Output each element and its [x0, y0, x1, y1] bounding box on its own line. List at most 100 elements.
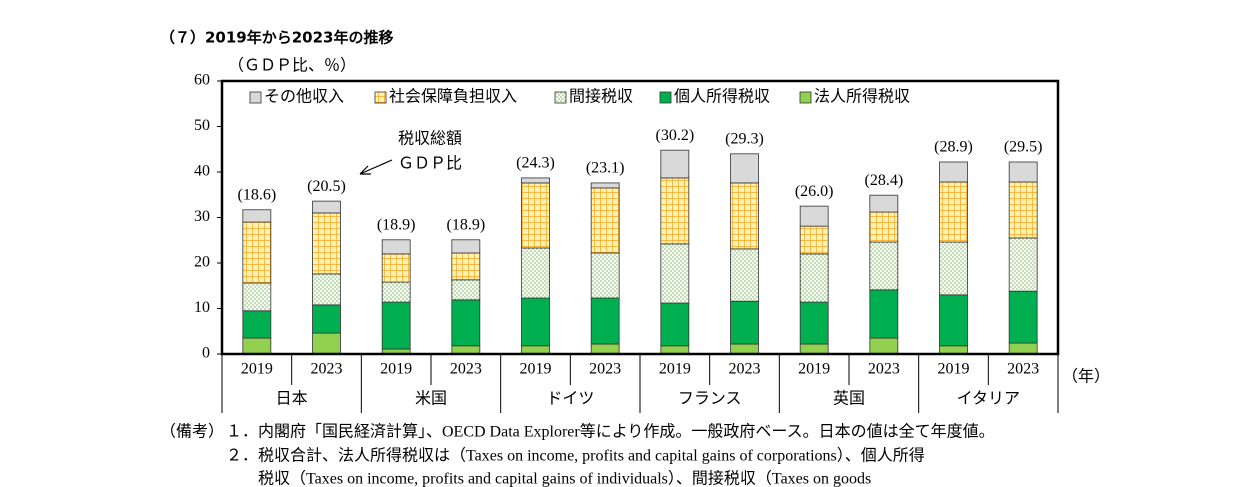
legend-label: 法人所得税収 — [814, 88, 910, 106]
bar-segment — [660, 149, 690, 179]
bar-segment — [730, 182, 759, 250]
legend-swatch — [554, 91, 567, 104]
chart-title: （７）2019年から2023年の推移 — [160, 29, 394, 47]
x-tick-label: 2023 — [868, 361, 900, 378]
bar-segment — [590, 252, 620, 299]
x-tick-label: 2023 — [1007, 361, 1039, 378]
total-label: (18.9) — [447, 216, 486, 233]
bar-segment — [730, 153, 759, 184]
bar-segment — [521, 247, 550, 299]
bar-segment — [521, 182, 550, 249]
bar-segment — [869, 211, 899, 243]
bar-segment — [381, 253, 411, 283]
note: （備考） — [160, 423, 224, 441]
bar-segment — [312, 273, 341, 306]
total-label: (29.5) — [1004, 139, 1043, 156]
group-label: ドイツ — [546, 391, 594, 408]
bar-segment — [451, 252, 481, 281]
bar-segment — [1008, 342, 1038, 355]
annotation: ＧＤＰ比 — [398, 155, 462, 173]
bar-segment — [730, 300, 759, 345]
bar-segment — [869, 241, 899, 291]
total-label: (18.6) — [238, 186, 277, 203]
x-tick-label: 2019 — [659, 361, 691, 378]
plot-frame — [220, 79, 1060, 356]
total-label: (26.0) — [795, 183, 834, 200]
total-label: (20.5) — [307, 178, 346, 195]
note: 税収（Taxes on income, profits and capital … — [258, 470, 871, 487]
legend-swatch — [659, 91, 672, 104]
bar-segment — [451, 299, 481, 347]
x-tick-label: 2023 — [729, 361, 761, 378]
x-tick-label: 2019 — [380, 361, 412, 378]
y-tick-label: 20 — [194, 254, 210, 271]
x-unit: （年） — [1062, 368, 1110, 386]
y-tick-label: 40 — [194, 163, 210, 180]
group-label: 日本 — [276, 390, 308, 408]
y-tick-label: 0 — [202, 345, 210, 362]
bar-segment — [312, 200, 341, 214]
bar-segment — [1008, 237, 1038, 292]
group-label: 米国 — [415, 390, 447, 408]
legend-swatch — [799, 91, 812, 104]
y-tick-label: 50 — [194, 117, 210, 134]
bar-segment — [799, 205, 829, 227]
bar-segment — [799, 301, 829, 345]
bar-segment — [242, 221, 272, 284]
bar-segment — [312, 212, 341, 275]
legend-label: 個人所得税収 — [674, 88, 770, 106]
bar-segment — [1008, 161, 1038, 183]
bar-segment — [799, 343, 829, 355]
bar-segment — [242, 310, 272, 339]
bar-segment — [590, 343, 620, 355]
bar-segment — [660, 177, 690, 245]
bar-segment — [660, 302, 690, 347]
legend-label: 社会保障負担収入 — [389, 88, 517, 106]
y-tick-label: 30 — [194, 208, 210, 225]
bar-segment — [312, 332, 341, 355]
bar-segment — [590, 182, 620, 189]
total-label: (30.2) — [656, 127, 695, 144]
bar-segment — [381, 281, 411, 303]
bar-segment — [590, 187, 620, 254]
bar-segment — [1008, 181, 1038, 239]
bar-segment — [939, 241, 968, 296]
bar-segment — [869, 337, 899, 355]
y-tick-label: 60 — [194, 72, 210, 89]
bar-segment — [451, 279, 481, 301]
legend-label: 間接税収 — [569, 88, 633, 106]
bar-segment — [521, 297, 550, 347]
legend-swatch — [374, 91, 387, 104]
bar-segment — [1008, 290, 1038, 344]
bar-segment — [521, 177, 550, 184]
legend-swatch — [249, 91, 262, 104]
total-label: (23.1) — [586, 160, 625, 177]
x-tick-label: 2023 — [589, 361, 621, 378]
bar-segment — [242, 337, 272, 355]
note: ２．税収合計、法人所得税収は（Taxes on income, profits … — [226, 447, 925, 465]
legend-label: その他収入 — [264, 88, 344, 106]
group-label: イタリア — [957, 390, 1020, 408]
bar-segment — [660, 243, 690, 304]
x-tick-label: 2019 — [520, 361, 552, 378]
y-tick-label: 10 — [194, 299, 210, 316]
bar-segment — [242, 209, 272, 223]
total-label: (28.9) — [934, 139, 973, 156]
note: １．内閣府「国民経済計算」、OECD Data Explorer等により作成。一… — [226, 422, 995, 441]
bar-segment — [730, 343, 759, 355]
total-label: (29.3) — [725, 130, 764, 147]
total-label: (24.3) — [516, 155, 555, 172]
total-label: (28.4) — [865, 172, 904, 189]
x-tick-label: 2023 — [311, 361, 343, 378]
bar-segment — [451, 239, 481, 254]
bar-segment — [869, 289, 899, 339]
group-label: フランス — [678, 391, 742, 408]
bar-segment — [242, 282, 272, 312]
x-tick-label: 2019 — [938, 361, 970, 378]
group-label: 英国 — [833, 390, 865, 408]
bar-segment — [730, 248, 759, 302]
bar-segment — [590, 297, 620, 345]
bar-segment — [939, 181, 968, 243]
bar-segment — [939, 161, 968, 183]
